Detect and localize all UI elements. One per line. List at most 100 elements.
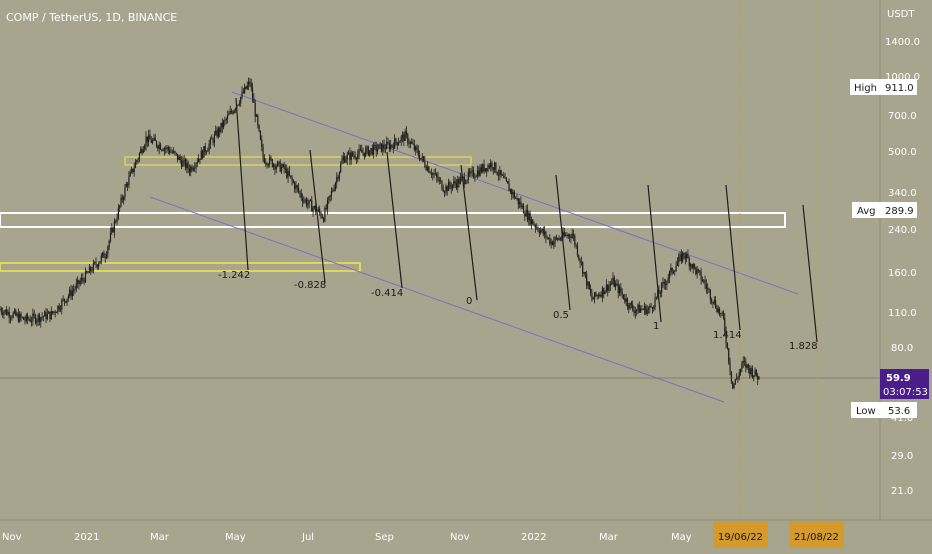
candle-body <box>379 143 381 145</box>
candle-body <box>52 311 54 313</box>
candle-body <box>124 186 126 198</box>
candle-body <box>504 177 506 179</box>
candle-body <box>195 163 197 168</box>
candle-body <box>332 190 334 192</box>
candle-body <box>682 252 684 262</box>
candle-body <box>563 232 565 236</box>
candle-body <box>490 162 492 168</box>
candle-body <box>533 224 535 226</box>
candle-body <box>86 271 88 273</box>
avg-value: 289.9 <box>885 206 914 217</box>
candle-body <box>344 156 346 163</box>
candle-body <box>126 183 129 186</box>
candle-body <box>21 317 23 318</box>
candle-body <box>540 230 542 234</box>
candle-body <box>599 294 601 297</box>
candle-body <box>170 151 172 153</box>
candle-body <box>507 181 509 184</box>
candle-body <box>187 162 189 169</box>
candle-body <box>742 360 744 364</box>
candle-body <box>169 149 171 153</box>
candle-body <box>307 203 309 206</box>
candle-body <box>70 289 72 297</box>
candle-body <box>607 284 609 291</box>
candle-body <box>615 283 617 287</box>
candle-body <box>755 369 757 376</box>
candle-body <box>136 160 138 163</box>
candle-body <box>711 299 713 302</box>
candle-body <box>550 241 552 244</box>
candle-body <box>620 287 622 293</box>
candle-body <box>472 170 475 177</box>
candle-body <box>347 152 350 155</box>
candle-body <box>395 138 397 143</box>
candle-body <box>190 166 192 173</box>
candle-body <box>96 264 98 267</box>
candle-body <box>638 304 640 313</box>
candle-body <box>567 234 569 237</box>
candle-body <box>317 209 319 211</box>
candle-body <box>299 191 301 193</box>
candle-body <box>171 151 173 153</box>
high-value-box <box>880 79 917 95</box>
candle-body <box>367 146 369 156</box>
candle-body <box>330 191 333 196</box>
candle-body <box>44 311 46 317</box>
candle-body <box>722 312 725 318</box>
chart-title: COMP / TetherUS, 1D, BINANCE <box>6 11 177 24</box>
candle-body <box>518 201 521 205</box>
date-badges: 19/06/22 21/08/22 <box>713 521 844 548</box>
candle-body <box>36 320 38 323</box>
candle-body <box>482 164 484 172</box>
current-price-marker: 59.9 03:07:53 <box>880 369 929 399</box>
candle-body <box>484 168 486 172</box>
candle-body <box>488 165 490 168</box>
candle-body <box>353 155 355 157</box>
candle-body <box>568 234 571 237</box>
candle-body <box>286 168 288 178</box>
candle-body <box>315 206 317 212</box>
candle-body <box>336 177 338 183</box>
candle-body <box>450 186 452 189</box>
candle-body <box>417 149 419 156</box>
candle-body <box>689 264 692 267</box>
candle-body <box>333 189 335 191</box>
candle-body <box>470 171 472 174</box>
price-tick: 110.0 <box>888 308 917 319</box>
candle-body <box>505 177 508 182</box>
candle-body <box>617 283 619 294</box>
candle-body <box>361 149 363 153</box>
time-tick: Sep <box>375 532 394 543</box>
candle-body <box>275 166 277 170</box>
candle-body <box>709 290 711 300</box>
fib-time-lines <box>235 97 818 343</box>
candle-body <box>234 108 237 111</box>
candle-body <box>370 148 372 151</box>
candle-body <box>509 189 511 192</box>
candle-body <box>27 315 29 320</box>
candle-body <box>107 246 109 255</box>
candle-body <box>19 313 21 322</box>
candle-body <box>263 158 265 163</box>
candle-body <box>146 136 148 143</box>
candle-body <box>468 171 471 174</box>
candle-body <box>444 191 446 193</box>
candle-body <box>697 269 700 271</box>
candle-body <box>662 282 664 284</box>
low-marker: Low 53.6 <box>851 402 917 418</box>
candle-body <box>67 295 70 299</box>
candle-body <box>543 231 546 235</box>
candle-body <box>66 298 68 303</box>
candle-body <box>737 377 739 379</box>
candle-body <box>374 144 376 146</box>
candle-body <box>229 111 231 114</box>
candle-body <box>551 241 554 245</box>
candle-body <box>269 157 271 165</box>
candle-body <box>575 244 577 246</box>
candle-body <box>276 161 279 167</box>
candle-body <box>511 189 513 195</box>
time-tick: Mar <box>150 532 170 543</box>
